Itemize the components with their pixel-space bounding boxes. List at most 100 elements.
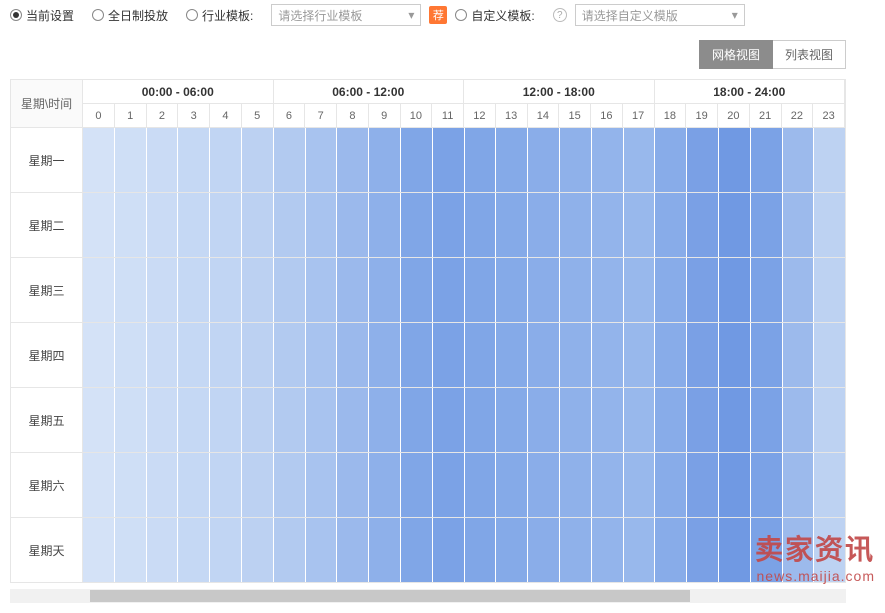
hour-cell[interactable] <box>369 128 401 192</box>
hour-cell[interactable] <box>655 518 687 582</box>
hour-cell[interactable] <box>655 128 687 192</box>
hour-cell[interactable] <box>528 128 560 192</box>
hour-cell[interactable] <box>337 258 369 322</box>
hour-cell[interactable] <box>687 323 719 387</box>
hour-cell[interactable] <box>242 193 274 257</box>
hour-cell[interactable] <box>83 128 115 192</box>
hour-cell[interactable] <box>751 258 783 322</box>
hour-cell[interactable] <box>274 518 306 582</box>
hour-cell[interactable] <box>655 258 687 322</box>
hour-cell[interactable] <box>178 323 210 387</box>
hour-cell[interactable] <box>624 453 656 517</box>
hour-cell[interactable] <box>783 388 815 452</box>
hour-cell[interactable] <box>210 323 242 387</box>
hour-cell[interactable] <box>560 453 592 517</box>
grid-view-button[interactable]: 网格视图 <box>699 40 773 69</box>
hour-cell[interactable] <box>465 128 497 192</box>
hour-cell[interactable] <box>306 453 338 517</box>
hour-cell[interactable] <box>687 128 719 192</box>
hour-cell[interactable] <box>433 258 465 322</box>
hour-cell[interactable] <box>719 518 751 582</box>
hour-cell[interactable] <box>147 128 179 192</box>
hour-cell[interactable] <box>115 258 147 322</box>
hour-cell[interactable] <box>147 388 179 452</box>
hour-cell[interactable] <box>560 518 592 582</box>
hour-cell[interactable] <box>210 518 242 582</box>
hour-cell[interactable] <box>401 388 433 452</box>
hour-cell[interactable] <box>655 193 687 257</box>
hour-cell[interactable] <box>115 453 147 517</box>
hour-cell[interactable] <box>337 453 369 517</box>
hour-cell[interactable] <box>369 453 401 517</box>
hour-cell[interactable] <box>306 258 338 322</box>
hour-cell[interactable] <box>274 258 306 322</box>
hour-cell[interactable] <box>210 388 242 452</box>
hour-cell[interactable] <box>465 193 497 257</box>
hour-cell[interactable] <box>83 193 115 257</box>
hour-cell[interactable] <box>624 518 656 582</box>
hour-cell[interactable] <box>147 258 179 322</box>
hour-cell[interactable] <box>560 258 592 322</box>
hour-cell[interactable] <box>115 518 147 582</box>
hour-cell[interactable] <box>687 453 719 517</box>
hour-cell[interactable] <box>687 258 719 322</box>
hour-cell[interactable] <box>465 323 497 387</box>
hour-cell[interactable] <box>115 193 147 257</box>
hour-cell[interactable] <box>337 193 369 257</box>
hour-cell[interactable] <box>560 323 592 387</box>
hour-cell[interactable] <box>528 258 560 322</box>
horizontal-scrollbar[interactable] <box>10 589 846 603</box>
hour-cell[interactable] <box>814 193 845 257</box>
scrollbar-thumb[interactable] <box>90 590 690 602</box>
hour-cell[interactable] <box>178 388 210 452</box>
hour-cell[interactable] <box>624 193 656 257</box>
hour-cell[interactable] <box>592 453 624 517</box>
hour-cell[interactable] <box>242 128 274 192</box>
hour-cell[interactable] <box>242 258 274 322</box>
radio-all-day[interactable]: 全日制投放 <box>92 7 168 24</box>
hour-cell[interactable] <box>687 388 719 452</box>
hour-cell[interactable] <box>751 323 783 387</box>
hour-cell[interactable] <box>465 518 497 582</box>
hour-cell[interactable] <box>592 128 624 192</box>
list-view-button[interactable]: 列表视图 <box>773 40 846 69</box>
hour-cell[interactable] <box>751 388 783 452</box>
hour-cell[interactable] <box>242 518 274 582</box>
hour-cell[interactable] <box>496 193 528 257</box>
hour-cell[interactable] <box>528 518 560 582</box>
hour-cell[interactable] <box>274 128 306 192</box>
hour-cell[interactable] <box>83 388 115 452</box>
hour-cell[interactable] <box>528 193 560 257</box>
hour-cell[interactable] <box>719 323 751 387</box>
hour-cell[interactable] <box>401 193 433 257</box>
hour-cell[interactable] <box>496 518 528 582</box>
hour-cell[interactable] <box>496 388 528 452</box>
hour-cell[interactable] <box>369 518 401 582</box>
hour-cell[interactable] <box>401 258 433 322</box>
radio-custom-template[interactable]: 自定义模板: <box>455 7 534 24</box>
hour-cell[interactable] <box>433 128 465 192</box>
hour-cell[interactable] <box>306 128 338 192</box>
hour-cell[interactable] <box>751 193 783 257</box>
hour-cell[interactable] <box>624 323 656 387</box>
hour-cell[interactable] <box>178 193 210 257</box>
hour-cell[interactable] <box>83 323 115 387</box>
industry-template-select[interactable]: 请选择行业模板 ▾ <box>271 4 421 26</box>
hour-cell[interactable] <box>655 453 687 517</box>
hour-cell[interactable] <box>433 453 465 517</box>
hour-cell[interactable] <box>719 258 751 322</box>
hour-cell[interactable] <box>147 323 179 387</box>
hour-cell[interactable] <box>592 258 624 322</box>
hour-cell[interactable] <box>147 193 179 257</box>
hour-cell[interactable] <box>306 388 338 452</box>
hour-cell[interactable] <box>242 323 274 387</box>
hour-cell[interactable] <box>783 258 815 322</box>
hour-cell[interactable] <box>528 388 560 452</box>
hour-cell[interactable] <box>83 518 115 582</box>
hour-cell[interactable] <box>401 128 433 192</box>
hour-cell[interactable] <box>401 323 433 387</box>
hour-cell[interactable] <box>751 128 783 192</box>
hour-cell[interactable] <box>433 388 465 452</box>
hour-cell[interactable] <box>783 453 815 517</box>
hour-cell[interactable] <box>210 453 242 517</box>
